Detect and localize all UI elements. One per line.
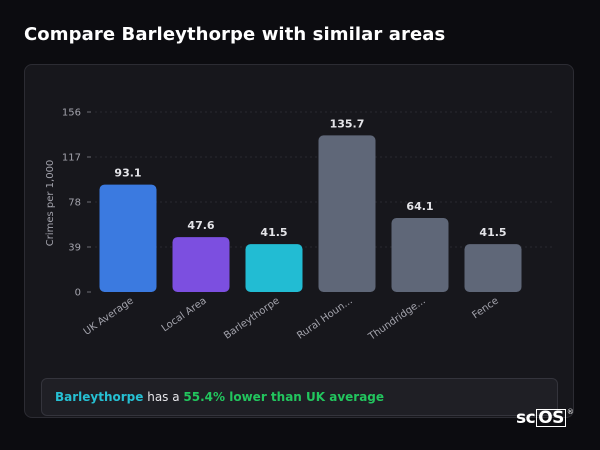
y-axis-ticks: 0 39 78 117 156 bbox=[62, 108, 91, 299]
brand-logo: sc OS ® bbox=[516, 408, 574, 428]
category-labels: UK Average Local Area Barleythorpe Rural Ho… bbox=[82, 295, 501, 343]
value-label: 41.5 bbox=[260, 226, 287, 239]
y-tick-label: 0 bbox=[75, 288, 81, 299]
bar[interactable] bbox=[172, 237, 230, 292]
bar[interactable] bbox=[464, 244, 522, 292]
bar[interactable] bbox=[245, 244, 303, 292]
chart-card: 0 39 78 117 156 Crimes per 1,000 93.1 47.6 41.… bbox=[24, 64, 574, 418]
category-label: Fence bbox=[470, 295, 500, 321]
bar[interactable] bbox=[318, 135, 376, 292]
brand-boxed: OS bbox=[536, 408, 566, 428]
y-tick-label: 117 bbox=[62, 153, 81, 164]
comparison-callout: Barleythorpe has a 55.4% lower than UK a… bbox=[41, 378, 558, 416]
category-label: Rural Houn... bbox=[295, 295, 354, 341]
category-label: Thundridge... bbox=[366, 295, 428, 343]
callout-connector: has a bbox=[143, 390, 184, 404]
bar[interactable] bbox=[99, 184, 157, 292]
brand-mark: ® bbox=[566, 408, 574, 416]
y-tick-label: 78 bbox=[68, 198, 81, 209]
category-label: UK Average bbox=[82, 295, 136, 337]
value-label: 135.7 bbox=[330, 117, 365, 130]
bar-chart: 0 39 78 117 156 Crimes per 1,000 93.1 47.6 41.… bbox=[45, 108, 555, 343]
value-label: 64.1 bbox=[406, 200, 433, 213]
callout-area-name: Barleythorpe bbox=[55, 390, 144, 404]
value-label: 47.6 bbox=[187, 219, 214, 232]
page-title: Compare Barleythorpe with similar areas bbox=[24, 24, 446, 45]
y-tick-label: 39 bbox=[68, 243, 81, 254]
bar[interactable] bbox=[391, 218, 449, 292]
value-labels: 93.1 47.6 41.5 135.7 64.1 41.5 bbox=[114, 117, 506, 239]
category-label: Local Area bbox=[160, 295, 209, 334]
value-label: 93.1 bbox=[114, 167, 141, 180]
value-label: 41.5 bbox=[479, 226, 506, 239]
y-tick-label: 156 bbox=[62, 108, 81, 119]
callout-stat: 55.4% lower than UK average bbox=[183, 390, 385, 404]
category-label: Barleythorpe bbox=[222, 295, 282, 341]
y-axis-title: Crimes per 1,000 bbox=[45, 160, 56, 247]
brand-prefix: sc bbox=[516, 408, 536, 428]
bars bbox=[99, 135, 522, 292]
